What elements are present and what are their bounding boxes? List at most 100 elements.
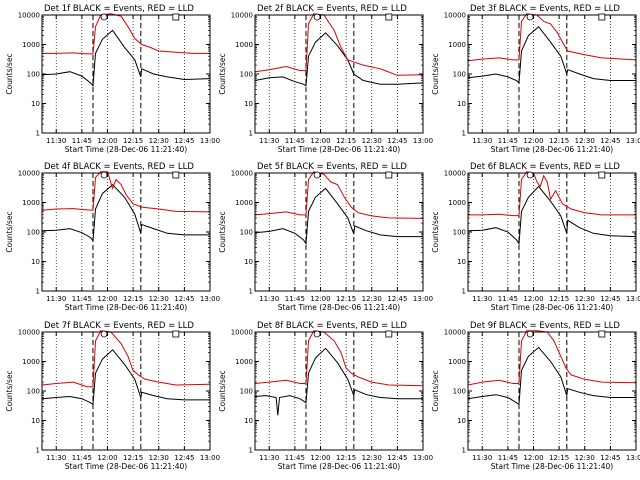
series-line-lld [42, 13, 210, 55]
y-tick-label: 1 [36, 447, 40, 455]
y-tick-label: 10 [457, 258, 466, 266]
y-tick-label: 1 [462, 288, 466, 296]
axes-frame [467, 172, 637, 292]
x-tick-label: 11:45 [72, 295, 92, 303]
square-marker [172, 330, 180, 338]
y-axis-label: Counts/sec [218, 211, 227, 252]
x-tick-label: 12:00 [310, 454, 330, 462]
x-tick-label: 12:15 [123, 137, 143, 145]
y-axis-label: Counts/sec [5, 211, 14, 252]
x-tick-label: 11:45 [498, 295, 518, 303]
x-tick-label: 12:00 [523, 137, 543, 145]
x-tick-label: 11:45 [498, 454, 518, 462]
series-line-lld [42, 171, 210, 213]
x-tick-label: 12:15 [336, 137, 356, 145]
x-tick-label: 11:45 [285, 295, 305, 303]
x-tick-label: 11:30 [472, 454, 492, 462]
x-tick-label: 12:15 [336, 454, 356, 462]
circle-marker [526, 330, 534, 338]
y-tick-label: 100 [453, 71, 466, 79]
x-tick-label: 12:30 [362, 137, 382, 145]
x-tick-label: 12:15 [123, 295, 143, 303]
panel-5: Det 5f BLACK = Events, RED = LLD 1 10 100 10… [218, 162, 433, 312]
x-tick-label: 12:30 [149, 295, 169, 303]
y-tick-label: 100 [240, 229, 253, 237]
circle-marker [100, 330, 108, 338]
x-tick-label: 12:30 [362, 295, 382, 303]
y-tick-label: 10 [244, 417, 253, 425]
panel-title: Det 1f BLACK = Events, RED = LLD [44, 4, 194, 14]
x-tick-label: 12:45 [600, 295, 620, 303]
x-tick-label: 12:15 [549, 295, 569, 303]
x-tick-label: 13:00 [200, 295, 220, 303]
square-marker [598, 13, 606, 21]
panel-title: Det 9f BLACK = Events, RED = LLD [470, 321, 620, 331]
panel-3: Det 3f BLACK = Events, RED = LLD 1 10 100 10… [431, 4, 640, 154]
y-tick-label: 100 [27, 388, 40, 396]
y-tick-label: 1 [462, 130, 466, 138]
x-tick-label: 12:45 [387, 454, 407, 462]
y-tick-label: 10 [457, 417, 466, 425]
y-tick-label: 10 [31, 100, 40, 108]
y-tick-label: 1 [249, 447, 253, 455]
x-axis-label: Start Time (28-Dec-06 11:21:40) [491, 303, 613, 312]
square-marker [385, 13, 393, 21]
y-axis-label: Counts/sec [431, 53, 440, 94]
series-line-events [42, 349, 210, 406]
y-tick-label: 1 [249, 130, 253, 138]
y-tick-label: 1 [36, 130, 40, 138]
x-axis-label: Start Time (28-Dec-06 11:21:40) [278, 303, 400, 312]
y-tick-label: 100 [453, 388, 466, 396]
circle-marker [526, 13, 534, 21]
x-tick-label: 13:00 [200, 137, 220, 145]
panel-2: Det 2f BLACK = Events, RED = LLD 1 10 100 10… [218, 4, 433, 154]
y-tick-label: 10 [244, 258, 253, 266]
series-line-events [255, 187, 423, 246]
x-tick-label: 11:30 [259, 137, 279, 145]
x-tick-label: 11:30 [472, 137, 492, 145]
panel-6: Det 6f BLACK = Events, RED = LLD 1 10 100 10… [431, 162, 640, 312]
x-tick-label: 11:45 [72, 137, 92, 145]
panel-title: Det 2f BLACK = Events, RED = LLD [257, 4, 407, 14]
x-tick-label: 12:45 [387, 295, 407, 303]
x-tick-label: 13:00 [413, 295, 433, 303]
y-axis-label: Counts/sec [218, 370, 227, 411]
panel-7: Det 7f BLACK = Events, RED = LLD 1 10 100 10… [5, 321, 220, 471]
series-line-lld [255, 13, 423, 76]
square-marker [172, 13, 180, 21]
square-marker [172, 171, 180, 179]
circle-marker [313, 330, 321, 338]
y-tick-label: 100 [27, 229, 40, 237]
x-axis-label: Start Time (28-Dec-06 11:21:40) [65, 303, 187, 312]
panel-4: Det 4f BLACK = Events, RED = LLD 1 10 100 10… [5, 162, 220, 312]
panel-9: Det 9f BLACK = Events, RED = LLD 1 10 100 10… [431, 321, 640, 471]
y-tick-label: 10000 [444, 329, 466, 337]
x-tick-label: 12:30 [575, 454, 595, 462]
x-tick-label: 13:00 [200, 454, 220, 462]
x-axis-label: Start Time (28-Dec-06 11:21:40) [491, 145, 613, 154]
y-axis-label: Counts/sec [5, 370, 14, 411]
x-tick-label: 12:00 [97, 137, 117, 145]
x-tick-label: 12:00 [523, 295, 543, 303]
series-line-lld [468, 171, 636, 217]
axes-frame [254, 14, 424, 134]
y-tick-label: 10000 [444, 12, 466, 20]
x-tick-label: 12:15 [123, 454, 143, 462]
series-line-events [468, 25, 636, 84]
y-tick-label: 10 [31, 417, 40, 425]
y-tick-label: 10000 [231, 170, 253, 178]
y-tick-label: 100 [240, 71, 253, 79]
axes-frame [41, 14, 211, 134]
x-tick-label: 12:15 [549, 137, 569, 145]
panel-title: Det 7f BLACK = Events, RED = LLD [44, 321, 194, 331]
y-tick-label: 1000 [235, 358, 253, 366]
x-tick-label: 12:45 [600, 137, 620, 145]
series-line-events [42, 29, 210, 87]
x-tick-label: 11:30 [46, 454, 66, 462]
y-tick-label: 1000 [22, 358, 40, 366]
square-marker [598, 171, 606, 179]
x-tick-label: 12:15 [336, 295, 356, 303]
x-tick-label: 11:45 [498, 137, 518, 145]
x-tick-label: 13:00 [413, 454, 433, 462]
